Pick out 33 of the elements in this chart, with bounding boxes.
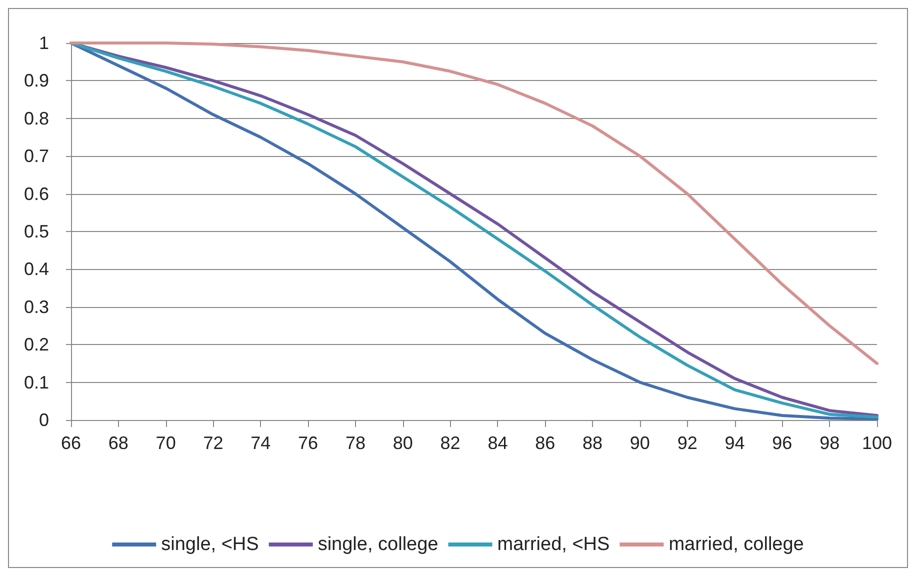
y-tick-label: 0.8 xyxy=(24,108,49,128)
x-tick-label: 76 xyxy=(298,433,318,453)
x-tick-label: 72 xyxy=(203,433,224,453)
x-tick-label: 68 xyxy=(108,433,128,453)
x-tick-label: 88 xyxy=(582,433,603,453)
x-tick-label: 70 xyxy=(156,433,176,453)
y-tick-label: 1 xyxy=(38,33,49,53)
x-tick-label: 92 xyxy=(677,433,698,453)
y-tick-label: 0.9 xyxy=(24,70,49,91)
y-tick-label: 0.2 xyxy=(24,334,49,355)
y-tick-label: 0.4 xyxy=(24,259,49,280)
y-tick-label: 0 xyxy=(38,410,49,430)
y-tick-label: 0.1 xyxy=(24,372,49,392)
y-tick-label: 0.7 xyxy=(24,146,49,166)
legend-label: single, college xyxy=(318,534,438,555)
y-tick-label: 0.6 xyxy=(24,184,49,204)
x-tick-label: 74 xyxy=(250,433,271,453)
x-tick-label: 86 xyxy=(535,433,556,453)
x-tick-label: 80 xyxy=(392,433,413,453)
legend-label: married, <HS xyxy=(497,534,610,555)
x-tick-label: 78 xyxy=(345,433,366,453)
legend-label: married, college xyxy=(668,534,804,555)
x-tick-label: 66 xyxy=(60,433,82,453)
x-tick-label: 82 xyxy=(440,433,460,453)
x-tick-label: 90 xyxy=(630,433,650,453)
x-tick-label: 98 xyxy=(820,433,840,453)
y-tick-label: 0.3 xyxy=(24,296,49,317)
y-tick-label: 0.5 xyxy=(24,222,49,242)
x-tick-label: 94 xyxy=(724,433,745,453)
legend-label: single, <HS xyxy=(161,534,259,555)
x-tick-label: 84 xyxy=(488,433,508,453)
x-tick-label: 96 xyxy=(772,433,792,453)
x-tick-label: 100 xyxy=(862,433,892,453)
